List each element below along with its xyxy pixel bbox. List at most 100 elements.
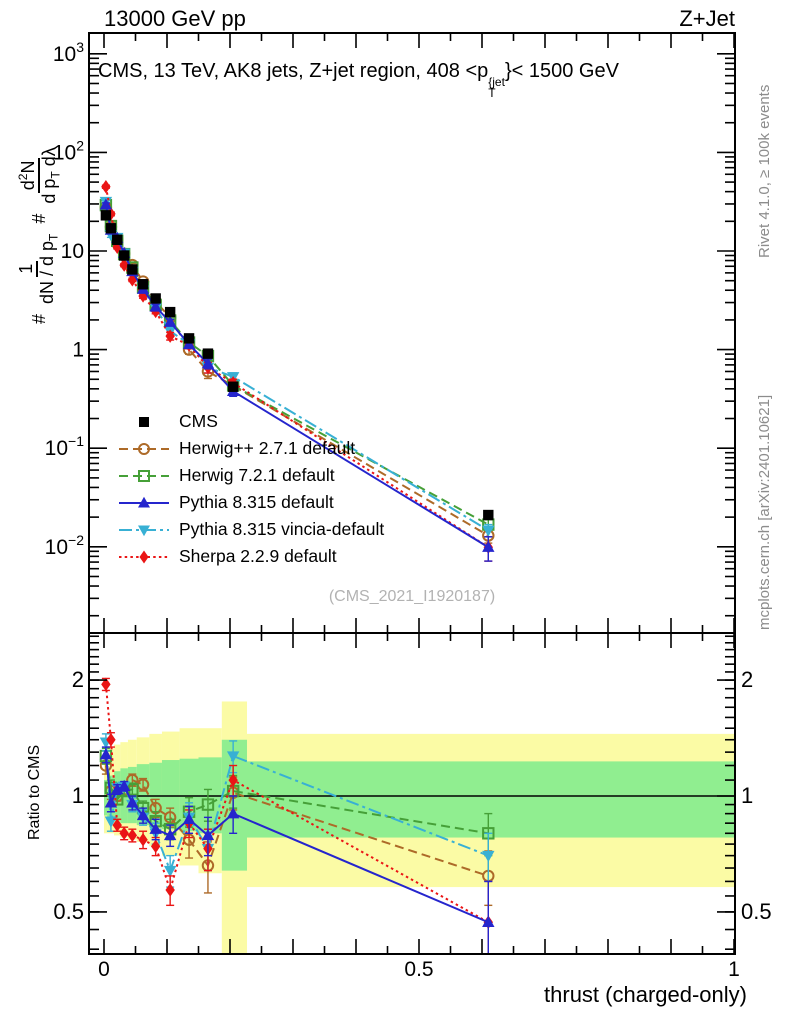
- marker-square: [112, 234, 123, 245]
- x-axis-title: thrust (charged-only): [544, 982, 747, 1007]
- marker-square: [100, 210, 112, 221]
- plot-title: CMS, 13 TeV, AK8 jets, Z+jet region, 408…: [98, 60, 619, 99]
- marker-diamond: [150, 839, 161, 854]
- marker-square: [483, 509, 494, 521]
- legend-swatch-cms: [139, 416, 149, 427]
- marker-diamond: [138, 833, 148, 847]
- marker-square: [138, 469, 150, 482]
- marker-triangle-up: [136, 808, 150, 821]
- main-y-tick-label: 10−1: [45, 433, 85, 460]
- main-y-axis-label: # 1 dN / d pT # d2N d pT dλ: [14, 144, 66, 324]
- process-label: Z+Jet: [679, 6, 735, 31]
- ratio-y-tick-label-right: 0.5: [741, 899, 772, 924]
- main-y-tick-label: 10−2: [45, 532, 85, 559]
- marker-square: [202, 348, 214, 359]
- marker-triangle-up: [201, 828, 215, 841]
- marker-square: [139, 416, 149, 427]
- marker-triangle-up: [226, 807, 240, 819]
- ratio-series-pythia: [99, 746, 495, 954]
- hash-symbol: #: [29, 213, 50, 224]
- marker-triangle-down: [482, 850, 495, 863]
- ratio-y-tick-label-left: 2: [72, 667, 84, 692]
- marker-triangle-down: [163, 865, 177, 878]
- legend: CMS Herwig++ 2.7.1 default Herwig 7.2.1 de…: [118, 408, 384, 570]
- marker-triangle-up: [99, 748, 113, 760]
- marker-triangle-up: [163, 828, 177, 841]
- legend-swatch-herwigpp: [119, 442, 169, 455]
- legend-label: Herwig++ 2.7.1 default: [179, 438, 356, 458]
- x-tick-label: 1: [728, 958, 740, 981]
- marker-triangle-up: [149, 300, 162, 312]
- ratio-y-tick-label-right: 1: [741, 783, 753, 808]
- ratio-y-axis-label: Ratio to CMS: [26, 744, 43, 840]
- marker-diamond: [106, 733, 116, 747]
- legend-swatch-vincia: [119, 525, 169, 536]
- analysis-id-watermark: (CMS_2021_I1920187): [328, 588, 496, 605]
- main-series-cms: [100, 210, 494, 521]
- legend-label: CMS: [179, 411, 218, 431]
- plot-title-tail: }< 1500 GeV: [504, 60, 619, 82]
- band-green: [104, 780, 108, 816]
- plot-title-text: CMS, 13 TeV, AK8 jets, Z+jet region, 408…: [98, 60, 489, 82]
- marker-diamond: [165, 883, 175, 897]
- marker-square: [105, 223, 117, 234]
- band-green: [221, 739, 248, 871]
- main-y-tick-label: 103: [53, 39, 84, 66]
- marker-diamond: [228, 773, 238, 787]
- marker-square: [183, 333, 195, 344]
- marker-diamond: [165, 329, 175, 343]
- marker-triangle-up: [117, 779, 131, 791]
- main-y-tick-label: 1: [72, 339, 84, 362]
- legend-label: Sherpa 2.2.9 default: [179, 546, 337, 566]
- marker-square: [227, 381, 239, 392]
- band-green: [161, 760, 180, 830]
- marker-square: [201, 798, 215, 811]
- marker-diamond: [127, 828, 138, 843]
- marker-square: [127, 264, 138, 275]
- x-tick-label: 0: [98, 958, 110, 981]
- legend-item-cms: CMS: [118, 408, 384, 435]
- pt-jet-subscript: {jet T: [488, 75, 505, 100]
- legend-item-pythia: Pythia 8.315 default: [118, 489, 384, 516]
- marker-diamond: [119, 826, 129, 841]
- hash-symbol: #: [29, 313, 50, 324]
- main-panel-series: [99, 179, 495, 562]
- beam-energy-label: 13000 GeV pp: [104, 6, 246, 31]
- marker-diamond: [101, 677, 111, 692]
- ratio-y-tick-label-left: 1: [72, 783, 84, 808]
- ratio-y-tick-label-left: 0.5: [53, 899, 84, 924]
- marker-diamond: [101, 179, 111, 194]
- d2n-dptdlambda-fraction: d2N d pT dλ: [14, 147, 63, 204]
- marker-triangle-up: [104, 796, 118, 808]
- legend-item-sherpa: Sherpa 2.2.9 default: [118, 543, 384, 570]
- marker-triangle-up: [138, 496, 150, 507]
- marker-square: [118, 250, 130, 261]
- legend-swatch-sherpa: [119, 550, 169, 563]
- marker-triangle-up: [482, 540, 495, 552]
- ratio-uncertainty-bands: [104, 701, 734, 954]
- legend-label: Pythia 8.315 vincia-default: [179, 519, 385, 539]
- ratio-panel-frame: [88, 632, 736, 955]
- marker-triangle-up: [163, 315, 177, 327]
- legend-swatch-pythia: [119, 496, 169, 507]
- legend-label: Pythia 8.315 default: [179, 492, 334, 512]
- marker-triangle-down: [482, 525, 495, 537]
- marker-square: [164, 306, 176, 318]
- marker-triangle-up: [126, 796, 139, 808]
- marker-triangle-up: [182, 812, 196, 824]
- rivet-version-note: Rivet 4.1.0, ≥ 100k events: [756, 84, 773, 258]
- marker-square: [150, 293, 161, 304]
- legend-item-herwigpp: Herwig++ 2.7.1 default: [118, 435, 384, 462]
- marker-diamond: [138, 289, 148, 303]
- legend-swatch-herwig7: [119, 469, 169, 482]
- legend-item-vincia: Pythia 8.315 vincia-default: [118, 516, 384, 543]
- marker-triangle-up: [149, 822, 162, 834]
- legend-label: Herwig 7.2.1 default: [179, 465, 335, 485]
- marker-triangle-up: [482, 915, 495, 927]
- marker-diamond: [119, 258, 129, 272]
- one-over-dndpt-fraction: 1 dN / d pT: [15, 233, 61, 304]
- marker-circle: [138, 442, 150, 455]
